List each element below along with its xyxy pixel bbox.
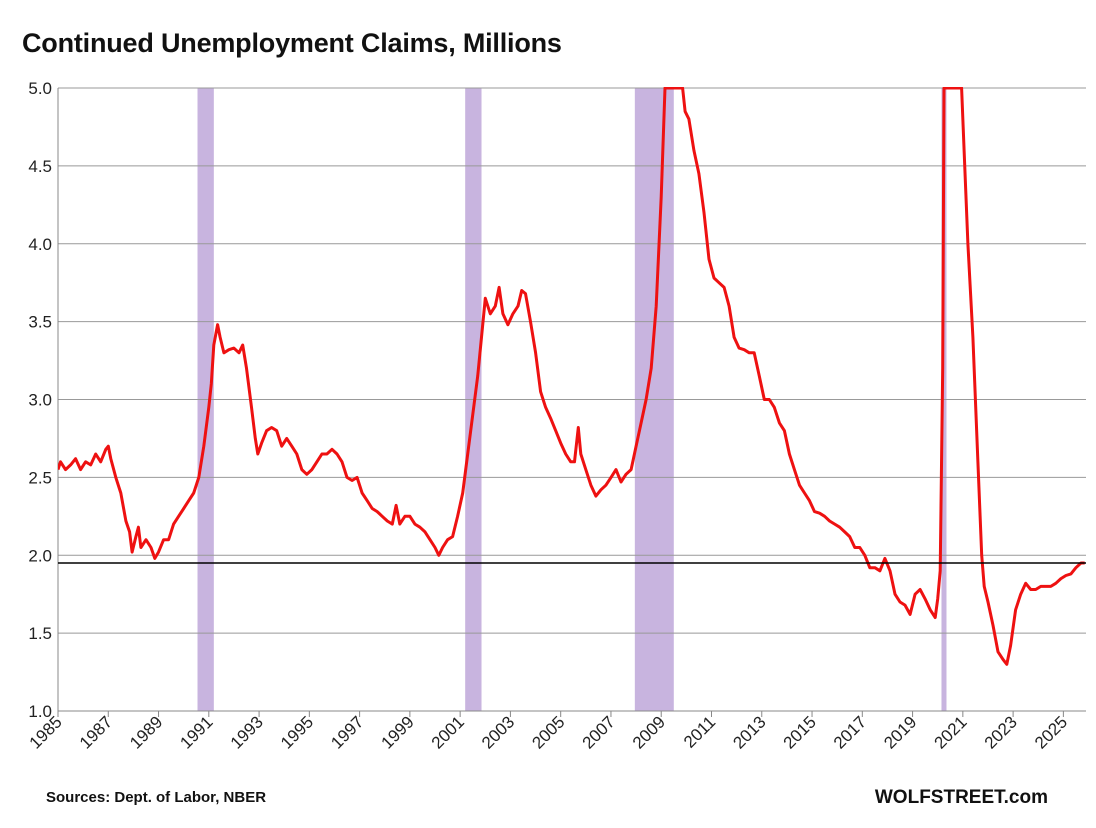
x-tick-label: 2003 <box>478 712 518 752</box>
x-tick-label: 2001 <box>428 712 468 752</box>
x-tick-label: 2021 <box>930 712 970 752</box>
x-tick-label: 2013 <box>729 712 769 752</box>
x-tick-label: 2005 <box>528 712 568 752</box>
x-tick-label: 1993 <box>227 712 267 752</box>
series-lines <box>58 87 1086 666</box>
x-tick-label: 2019 <box>880 712 920 752</box>
gridlines <box>57 87 1086 712</box>
x-tick-label: 2015 <box>780 712 820 752</box>
x-tick-label: 2007 <box>579 712 619 752</box>
x-tick-label: 1991 <box>176 712 216 752</box>
x-tick-label: 1999 <box>378 712 418 752</box>
y-tick-label: 3.0 <box>28 391 52 410</box>
x-tick-label: 2025 <box>1031 712 1071 752</box>
brand-label: WOLFSTREET.com <box>874 787 1048 808</box>
x-tick-label: 1989 <box>126 712 166 752</box>
y-tick-label: 2.5 <box>28 468 52 487</box>
y-axis-ticks: 1.0 1.5 2.0 2.5 3.0 3.5 4.0 4.5 5.0 <box>28 79 52 721</box>
y-tick-label: 1.0 <box>28 702 52 721</box>
y-tick-label: 3.5 <box>28 313 52 332</box>
x-axis-ticks: 1985 1987 1989 1991 1993 1995 1997 1999 2001 2003… <box>26 711 1071 753</box>
x-tick-label: 2011 <box>680 712 719 751</box>
x-tick-label: 2023 <box>981 712 1021 752</box>
source-note: Sources: Dept. of Labor, NBER <box>46 789 267 806</box>
y-tick-label: 5.0 <box>28 79 52 98</box>
x-tick-label: 1995 <box>277 712 317 752</box>
y-tick-label: 1.5 <box>28 624 52 643</box>
x-tick-label: 2009 <box>629 712 669 752</box>
y-tick-label: 2.0 <box>28 546 52 565</box>
x-tick-label: 1987 <box>76 712 116 752</box>
y-tick-label: 4.5 <box>28 157 52 176</box>
series-line <box>58 87 1085 666</box>
x-tick-label: 1997 <box>327 712 367 752</box>
x-tick-label: 2017 <box>830 712 870 752</box>
chart-title: Continued Unemployment Claims, Millions <box>22 28 562 58</box>
y-tick-label: 4.0 <box>28 235 52 254</box>
